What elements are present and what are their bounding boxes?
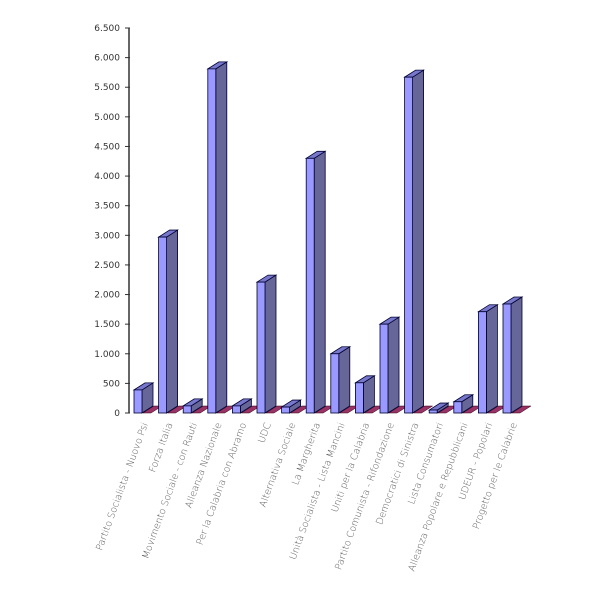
bar xyxy=(207,68,217,414)
bar-group xyxy=(132,382,163,414)
category-label: Forza Italia xyxy=(147,421,175,474)
y-tick-label: 500 xyxy=(103,379,120,389)
y-tick-label: 3.000 xyxy=(94,231,120,241)
y-tick-label: 2.500 xyxy=(94,261,120,271)
bar xyxy=(231,405,241,414)
bar xyxy=(281,406,291,414)
bar-group xyxy=(354,375,385,414)
bar-group xyxy=(378,316,409,414)
bar-group xyxy=(181,398,213,414)
bar xyxy=(256,281,266,414)
bar-group xyxy=(427,402,459,414)
y-tick-label: 5.500 xyxy=(94,83,120,93)
bar xyxy=(428,409,438,414)
y-axis: 0 500 1.000 1.500 2.000 2.500 3.000 3.500 4.000 4… xyxy=(94,24,130,419)
bar-group xyxy=(255,274,286,414)
y-tick-label: 6.500 xyxy=(94,24,120,34)
bar xyxy=(453,401,463,414)
bar-group xyxy=(206,61,237,414)
y-tick-label: 2.000 xyxy=(94,291,120,301)
bar xyxy=(330,353,340,414)
bar-side xyxy=(387,316,400,414)
bar-side xyxy=(264,274,277,414)
bar-side xyxy=(338,346,351,414)
bar-group xyxy=(477,303,508,414)
bar xyxy=(502,303,512,414)
bar xyxy=(477,311,487,414)
bar xyxy=(379,323,389,414)
y-tick-label: 4.000 xyxy=(94,172,120,182)
bar-group xyxy=(452,394,483,414)
bar-side xyxy=(510,296,523,414)
bar xyxy=(182,405,192,414)
bar xyxy=(133,389,143,414)
bar-side xyxy=(485,303,498,414)
y-tick-label: 4.500 xyxy=(94,142,120,152)
category-label: Partito Socialista - Nuovo Psi xyxy=(94,421,151,552)
bar-group xyxy=(157,229,188,414)
floor-bar xyxy=(511,405,532,414)
bar xyxy=(158,236,168,414)
y-tick-label: 3.500 xyxy=(94,202,120,212)
bar-group xyxy=(280,399,311,414)
bar xyxy=(305,157,315,414)
bar-group xyxy=(304,150,336,414)
bar-group xyxy=(231,398,262,414)
y-tick-label: 0 xyxy=(114,409,120,419)
y-tick-label: 5.000 xyxy=(94,113,120,123)
bar-side xyxy=(412,69,425,414)
bar-group xyxy=(403,69,434,414)
bar-group xyxy=(329,346,360,414)
bar-side xyxy=(166,229,179,414)
bar xyxy=(404,76,414,414)
bar xyxy=(354,382,364,414)
bar-group xyxy=(501,296,532,414)
floor-bar xyxy=(412,405,434,414)
y-tick-label: 1.000 xyxy=(94,350,120,360)
bar-side xyxy=(313,150,326,414)
y-tick-label: 1.500 xyxy=(94,320,120,330)
y-tick-label: 6.000 xyxy=(94,54,120,64)
category-label: UDC xyxy=(256,421,274,445)
bars xyxy=(132,61,532,414)
bar-side xyxy=(215,61,228,414)
